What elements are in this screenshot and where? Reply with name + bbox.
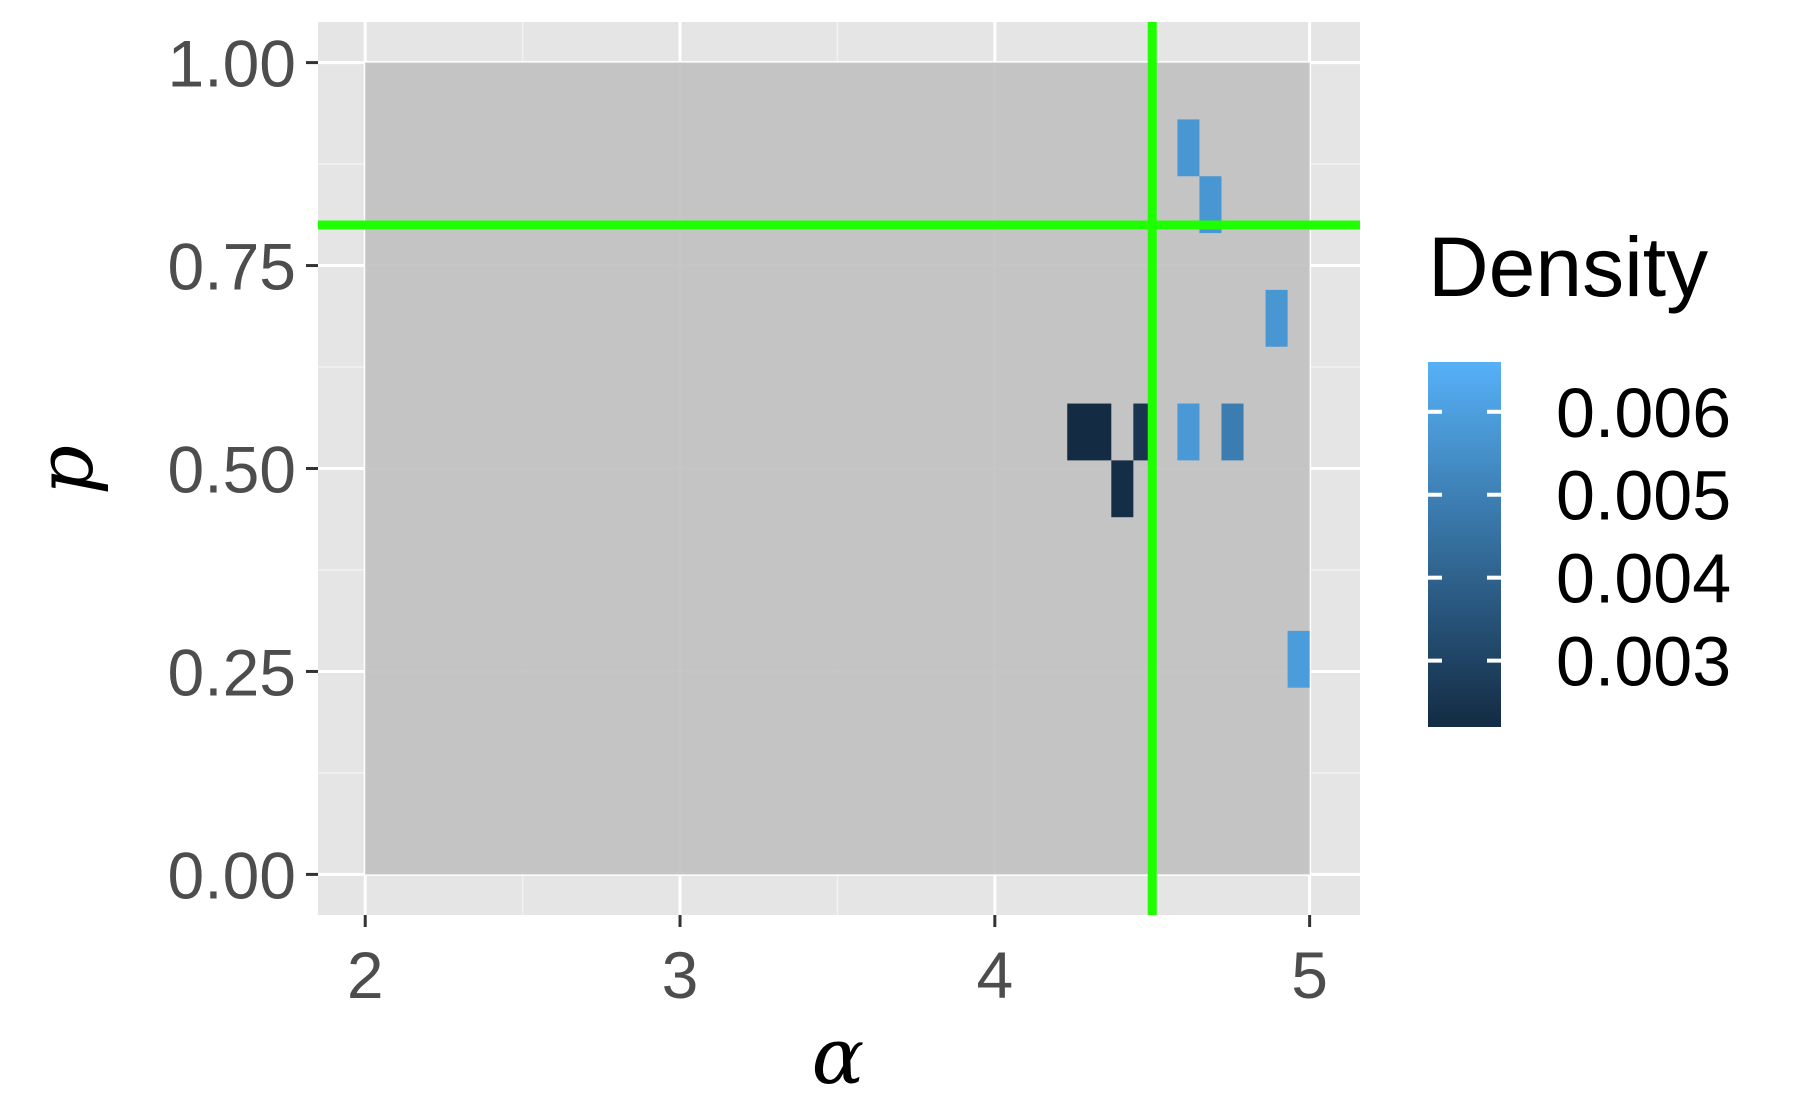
legend-break-label: 0.004	[1556, 540, 1731, 618]
reference-lines	[318, 22, 1360, 915]
legend-title: Density	[1428, 220, 1708, 314]
legend-colorbar	[1428, 362, 1501, 727]
x-axis-title: α	[812, 1012, 865, 1102]
density-tile	[1177, 403, 1200, 461]
y-tick-label: 0.75	[168, 230, 296, 304]
y-axis: 0.00 0.25 0.50 0.75 1.00	[168, 27, 318, 912]
x-tick-label: 3	[662, 938, 699, 1012]
parameter-domain-region	[365, 62, 1310, 875]
legend-break-label: 0.006	[1556, 374, 1731, 452]
x-tick-label: 2	[347, 938, 384, 1012]
x-axis: 2 3 4 5	[347, 915, 1328, 1012]
y-tick-label: 0.00	[168, 838, 296, 912]
x-tick-label: 4	[976, 938, 1013, 1012]
density-tile	[1199, 176, 1222, 234]
density-tile	[1265, 289, 1288, 347]
y-axis-title: p	[21, 445, 111, 495]
density-tile	[1177, 119, 1200, 177]
density-tile	[1067, 403, 1112, 461]
y-tick-label: 1.00	[168, 27, 296, 101]
density-tile	[1287, 630, 1310, 688]
density-tile	[1111, 460, 1134, 518]
legend-break-label: 0.003	[1556, 623, 1731, 701]
density-tile	[1221, 403, 1244, 461]
x-tick-label: 5	[1291, 938, 1328, 1012]
y-tick-label: 0.50	[168, 433, 296, 507]
y-tick-label: 0.25	[168, 635, 296, 709]
legend-break-label: 0.005	[1556, 457, 1731, 535]
